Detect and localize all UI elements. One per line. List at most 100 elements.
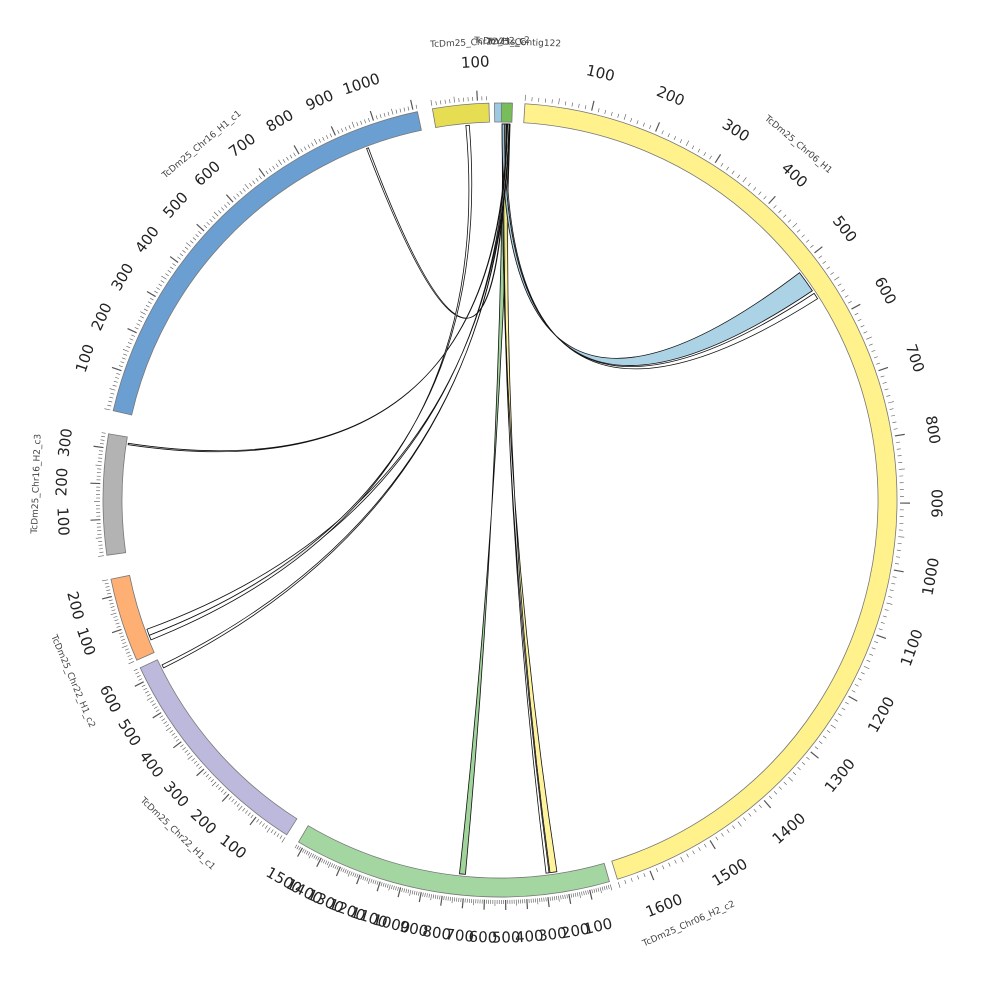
tick-mark: [601, 886, 604, 891]
tick-mark: [560, 895, 562, 900]
tick-mark: [376, 880, 379, 885]
tick-mark: [221, 207, 225, 211]
tick-label: 700: [902, 342, 928, 375]
tick-mark: [109, 396, 114, 399]
segments-layer: [102, 102, 898, 898]
tick-mark: [163, 721, 168, 725]
tick-mark: [156, 287, 160, 290]
tick-label: 300: [54, 427, 76, 458]
tick-mark: [129, 338, 134, 341]
tick-mark: [313, 138, 318, 145]
tick-label: 1500: [263, 863, 305, 898]
tick-mark: [848, 300, 852, 304]
tick-mark: [882, 382, 887, 384]
tick-mark: [895, 441, 900, 443]
tick-mark: [589, 889, 593, 900]
tick-mark: [282, 159, 286, 163]
tick-label: 900: [398, 917, 430, 940]
tick-mark: [810, 751, 819, 759]
tick-mark: [121, 638, 126, 641]
tick-mark: [153, 706, 158, 709]
tick-mark: [324, 860, 328, 865]
tick-mark: [321, 858, 324, 863]
tick-mark: [763, 800, 772, 809]
tick-mark: [841, 289, 845, 292]
tick-mark: [878, 628, 883, 631]
tick-mark: [270, 829, 274, 833]
tick-mark: [526, 899, 529, 910]
tick-mark: [871, 647, 876, 650]
tick-mark: [180, 744, 184, 748]
tick-mark: [805, 239, 810, 243]
tick-mark: [356, 873, 359, 878]
tick-mark: [116, 373, 121, 375]
tick-mark: [111, 366, 122, 372]
tick-mark: [395, 109, 398, 114]
tick-mark: [568, 893, 572, 904]
tick-mark: [838, 713, 842, 716]
tick-mark: [773, 205, 777, 209]
tick-mark: [215, 784, 219, 788]
tick-mark: [844, 295, 849, 298]
tick-mark: [289, 154, 293, 159]
tick-mark: [801, 234, 805, 238]
tick-mark: [99, 551, 104, 553]
tick-mark: [231, 798, 235, 803]
tick-mark: [351, 121, 355, 128]
tick-mark: [884, 388, 889, 391]
tick-mark: [787, 219, 792, 223]
tick-mark: [120, 361, 125, 364]
tick-mark: [337, 129, 340, 134]
tick-mark: [234, 801, 238, 805]
tick-mark: [182, 747, 186, 751]
chromosome-segment-contig: [500, 102, 513, 123]
tick-mark: [572, 893, 575, 898]
tick-mark: [152, 703, 156, 706]
tick-mark: [407, 106, 410, 111]
tick-mark: [894, 433, 905, 437]
tick-mark: [272, 165, 276, 170]
tick-mark: [165, 273, 169, 277]
tick-mark: [266, 827, 271, 833]
tick-mark: [146, 290, 156, 298]
tick-mark: [173, 741, 182, 749]
chromosome-segment-chr16_h2: [102, 433, 128, 556]
tick-label: 600: [468, 928, 497, 947]
tick-mark: [591, 889, 593, 894]
tick-label: 100: [72, 342, 98, 375]
tick-mark: [399, 108, 402, 113]
tick-mark: [114, 619, 119, 622]
tick-mark: [549, 896, 551, 901]
tick-mark: [252, 180, 256, 184]
tick-label: 300: [107, 260, 137, 294]
tick-mark: [264, 825, 268, 829]
tick-mark: [894, 563, 899, 565]
tick-mark: [364, 876, 367, 881]
tick-mark: [209, 218, 213, 223]
tick-mark: [453, 96, 455, 103]
tick-mark: [679, 139, 683, 143]
tick-label: 200: [187, 805, 220, 838]
tick-mark: [891, 414, 896, 417]
tick-label: 100: [53, 507, 72, 536]
tick-mark: [100, 439, 105, 441]
tick-mark: [160, 280, 165, 283]
tick-label: 500: [114, 716, 144, 750]
tick-mark: [422, 892, 424, 897]
tick-mark: [307, 851, 311, 856]
tick-mark: [224, 204, 228, 208]
tick-label: 1000: [340, 69, 382, 98]
tick-mark: [603, 886, 606, 891]
tick-mark: [225, 194, 234, 203]
tick-mark: [330, 126, 336, 136]
tick-mark: [303, 849, 307, 854]
tick-mark: [439, 895, 441, 900]
tick-mark: [584, 105, 587, 110]
tick-mark: [140, 315, 144, 319]
tick-mark: [845, 701, 849, 705]
tick-label: 300: [160, 778, 193, 811]
tick-mark: [418, 891, 420, 896]
tick-mark: [796, 229, 801, 233]
tick-mark: [737, 174, 741, 179]
